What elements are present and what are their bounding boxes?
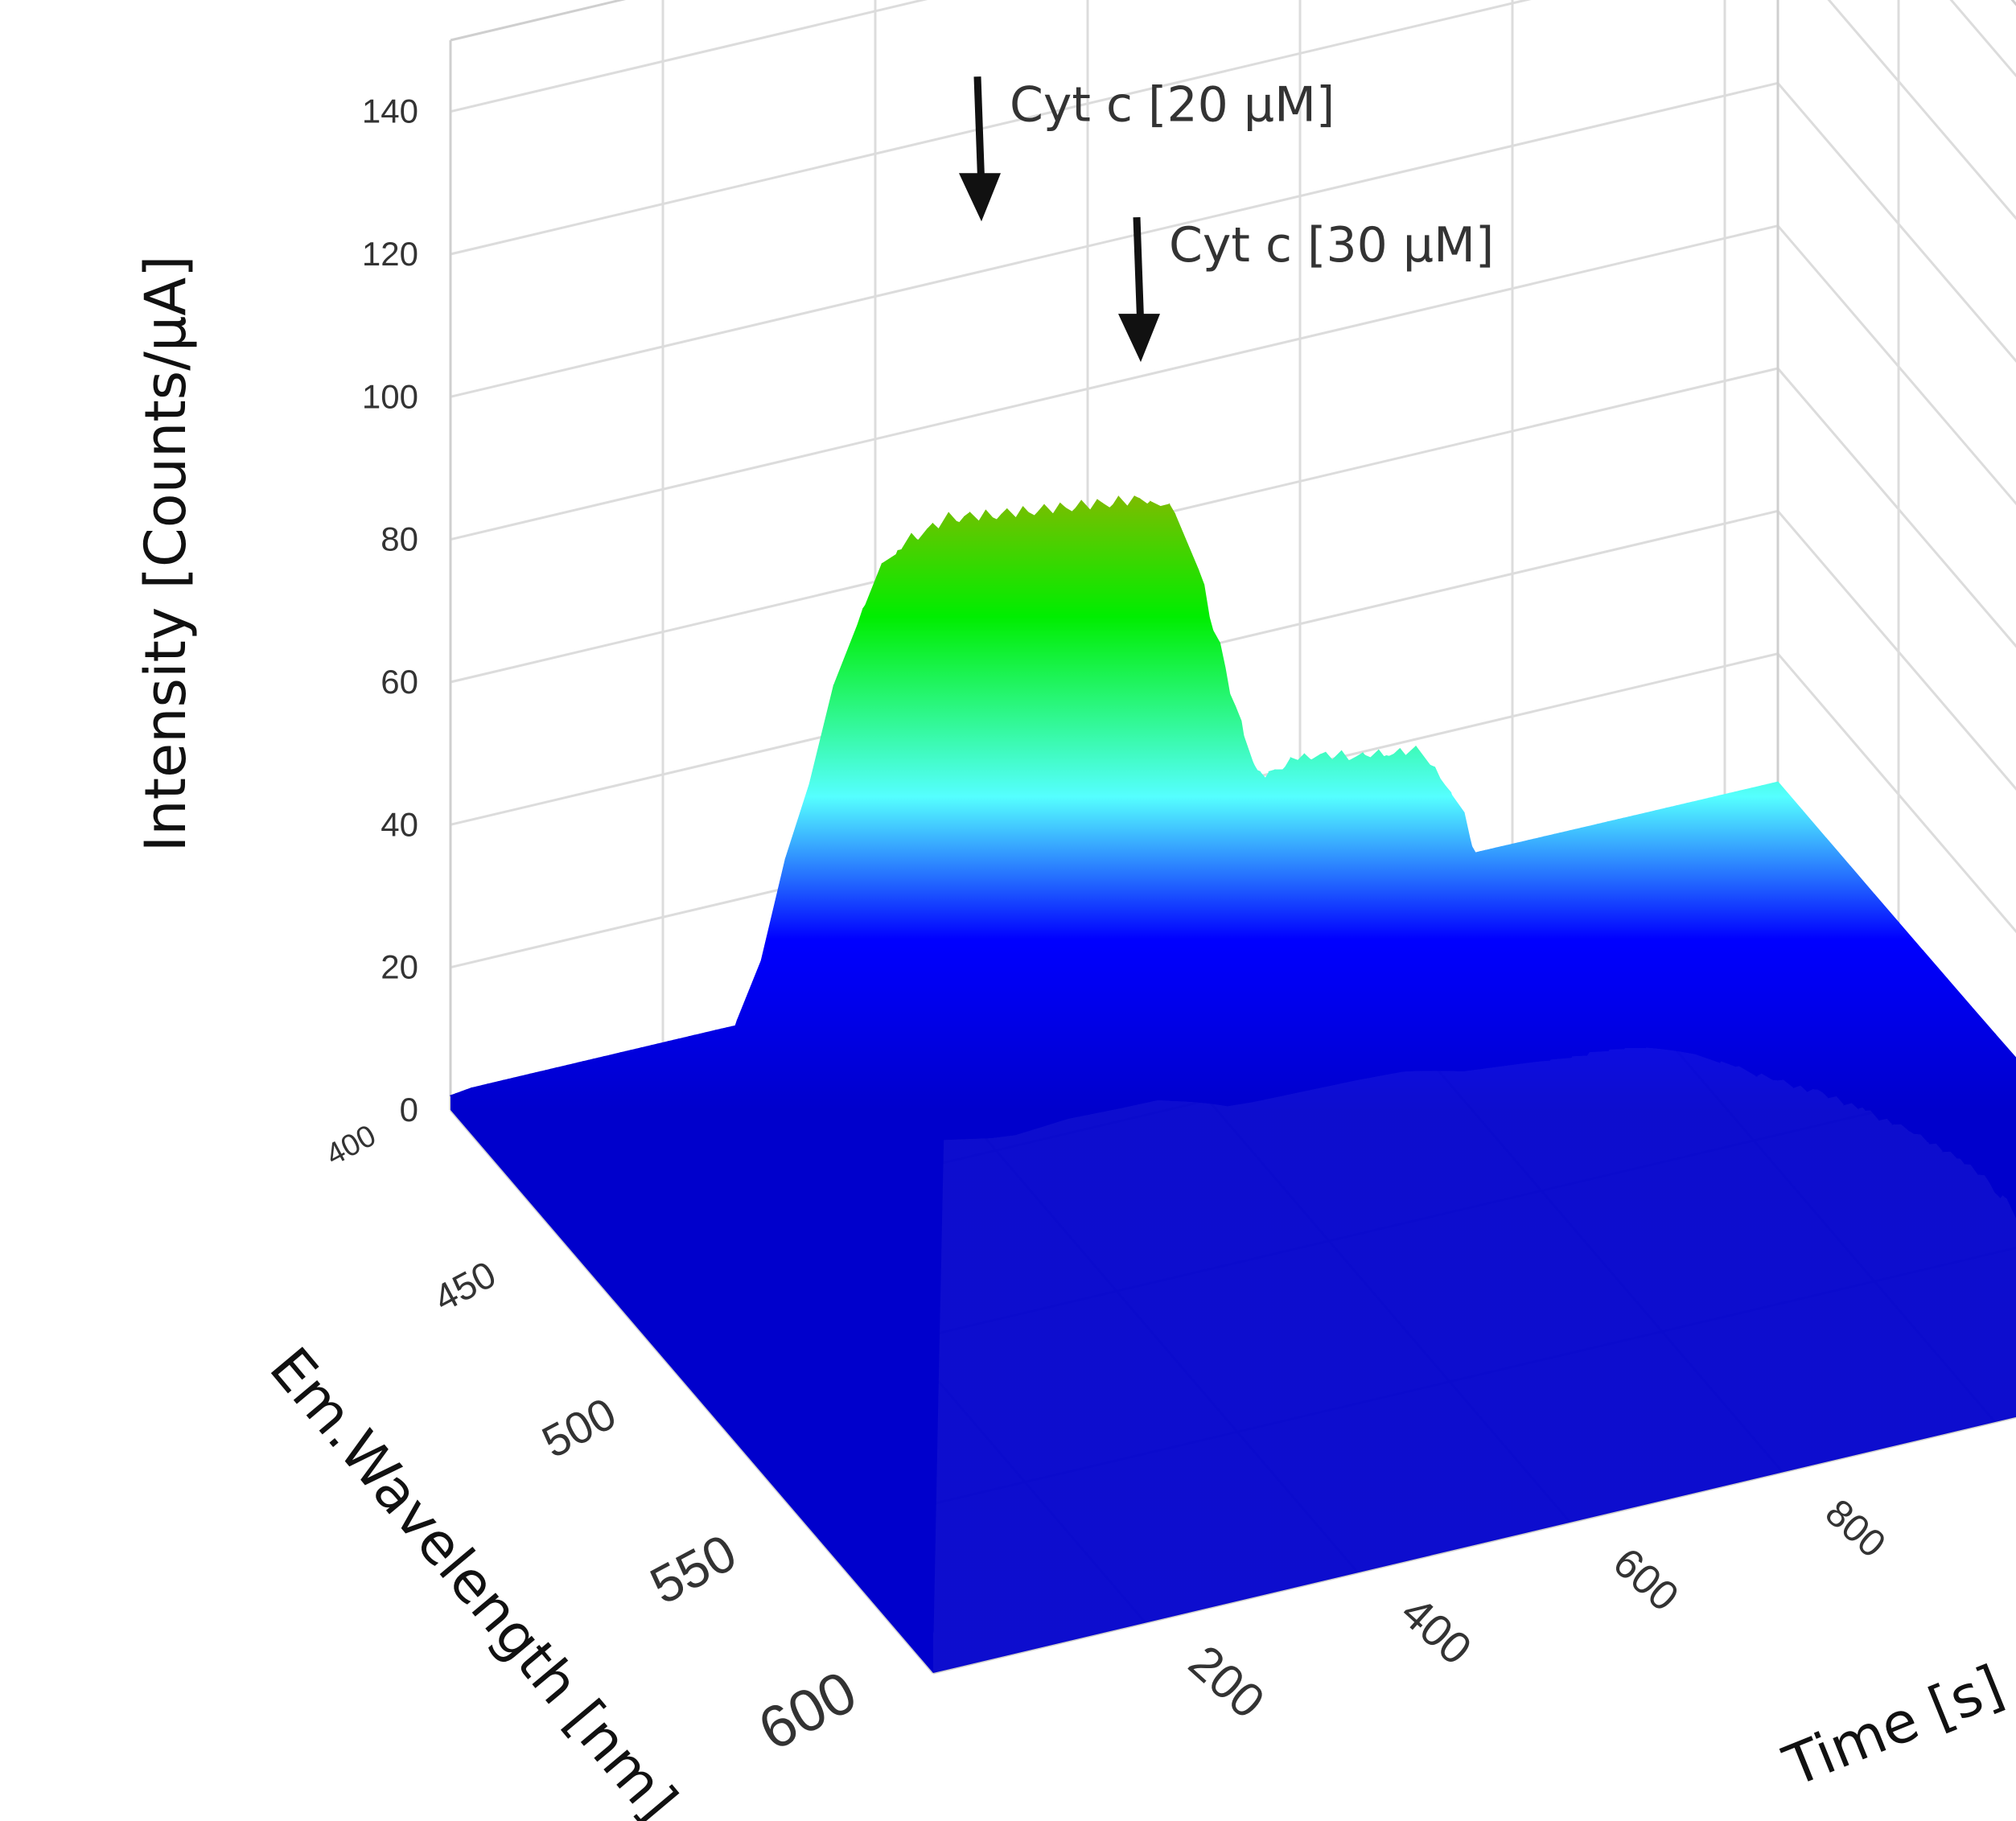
surface-patch: [2011, 1140, 2016, 1154]
surface-layer: [449, 495, 2016, 1673]
grid-line-z-right: [1949, 0, 2016, 78]
grid-line-z-right: [1827, 0, 2016, 220]
grid-line-z-right: [1776, 510, 2016, 791]
grid-line-z-left: [450, 81, 1779, 398]
grid-line-z-right: [1776, 652, 2016, 934]
grid-line-z-right: [1776, 224, 2016, 506]
grid-line-z-right: [1776, 82, 2016, 363]
axis-frame-edge: [2010, 0, 2016, 6]
surface-patch: [2009, 1155, 2016, 1171]
grid-line-z-right: [1776, 368, 2016, 648]
grid-line-z-left: [450, 224, 1779, 541]
grid-line-z-left: [450, 0, 1532, 256]
grid-line-z-left: [450, 0, 928, 113]
axis-frame-edge: [450, 0, 627, 42]
surface-patch: [2000, 1087, 2016, 1112]
